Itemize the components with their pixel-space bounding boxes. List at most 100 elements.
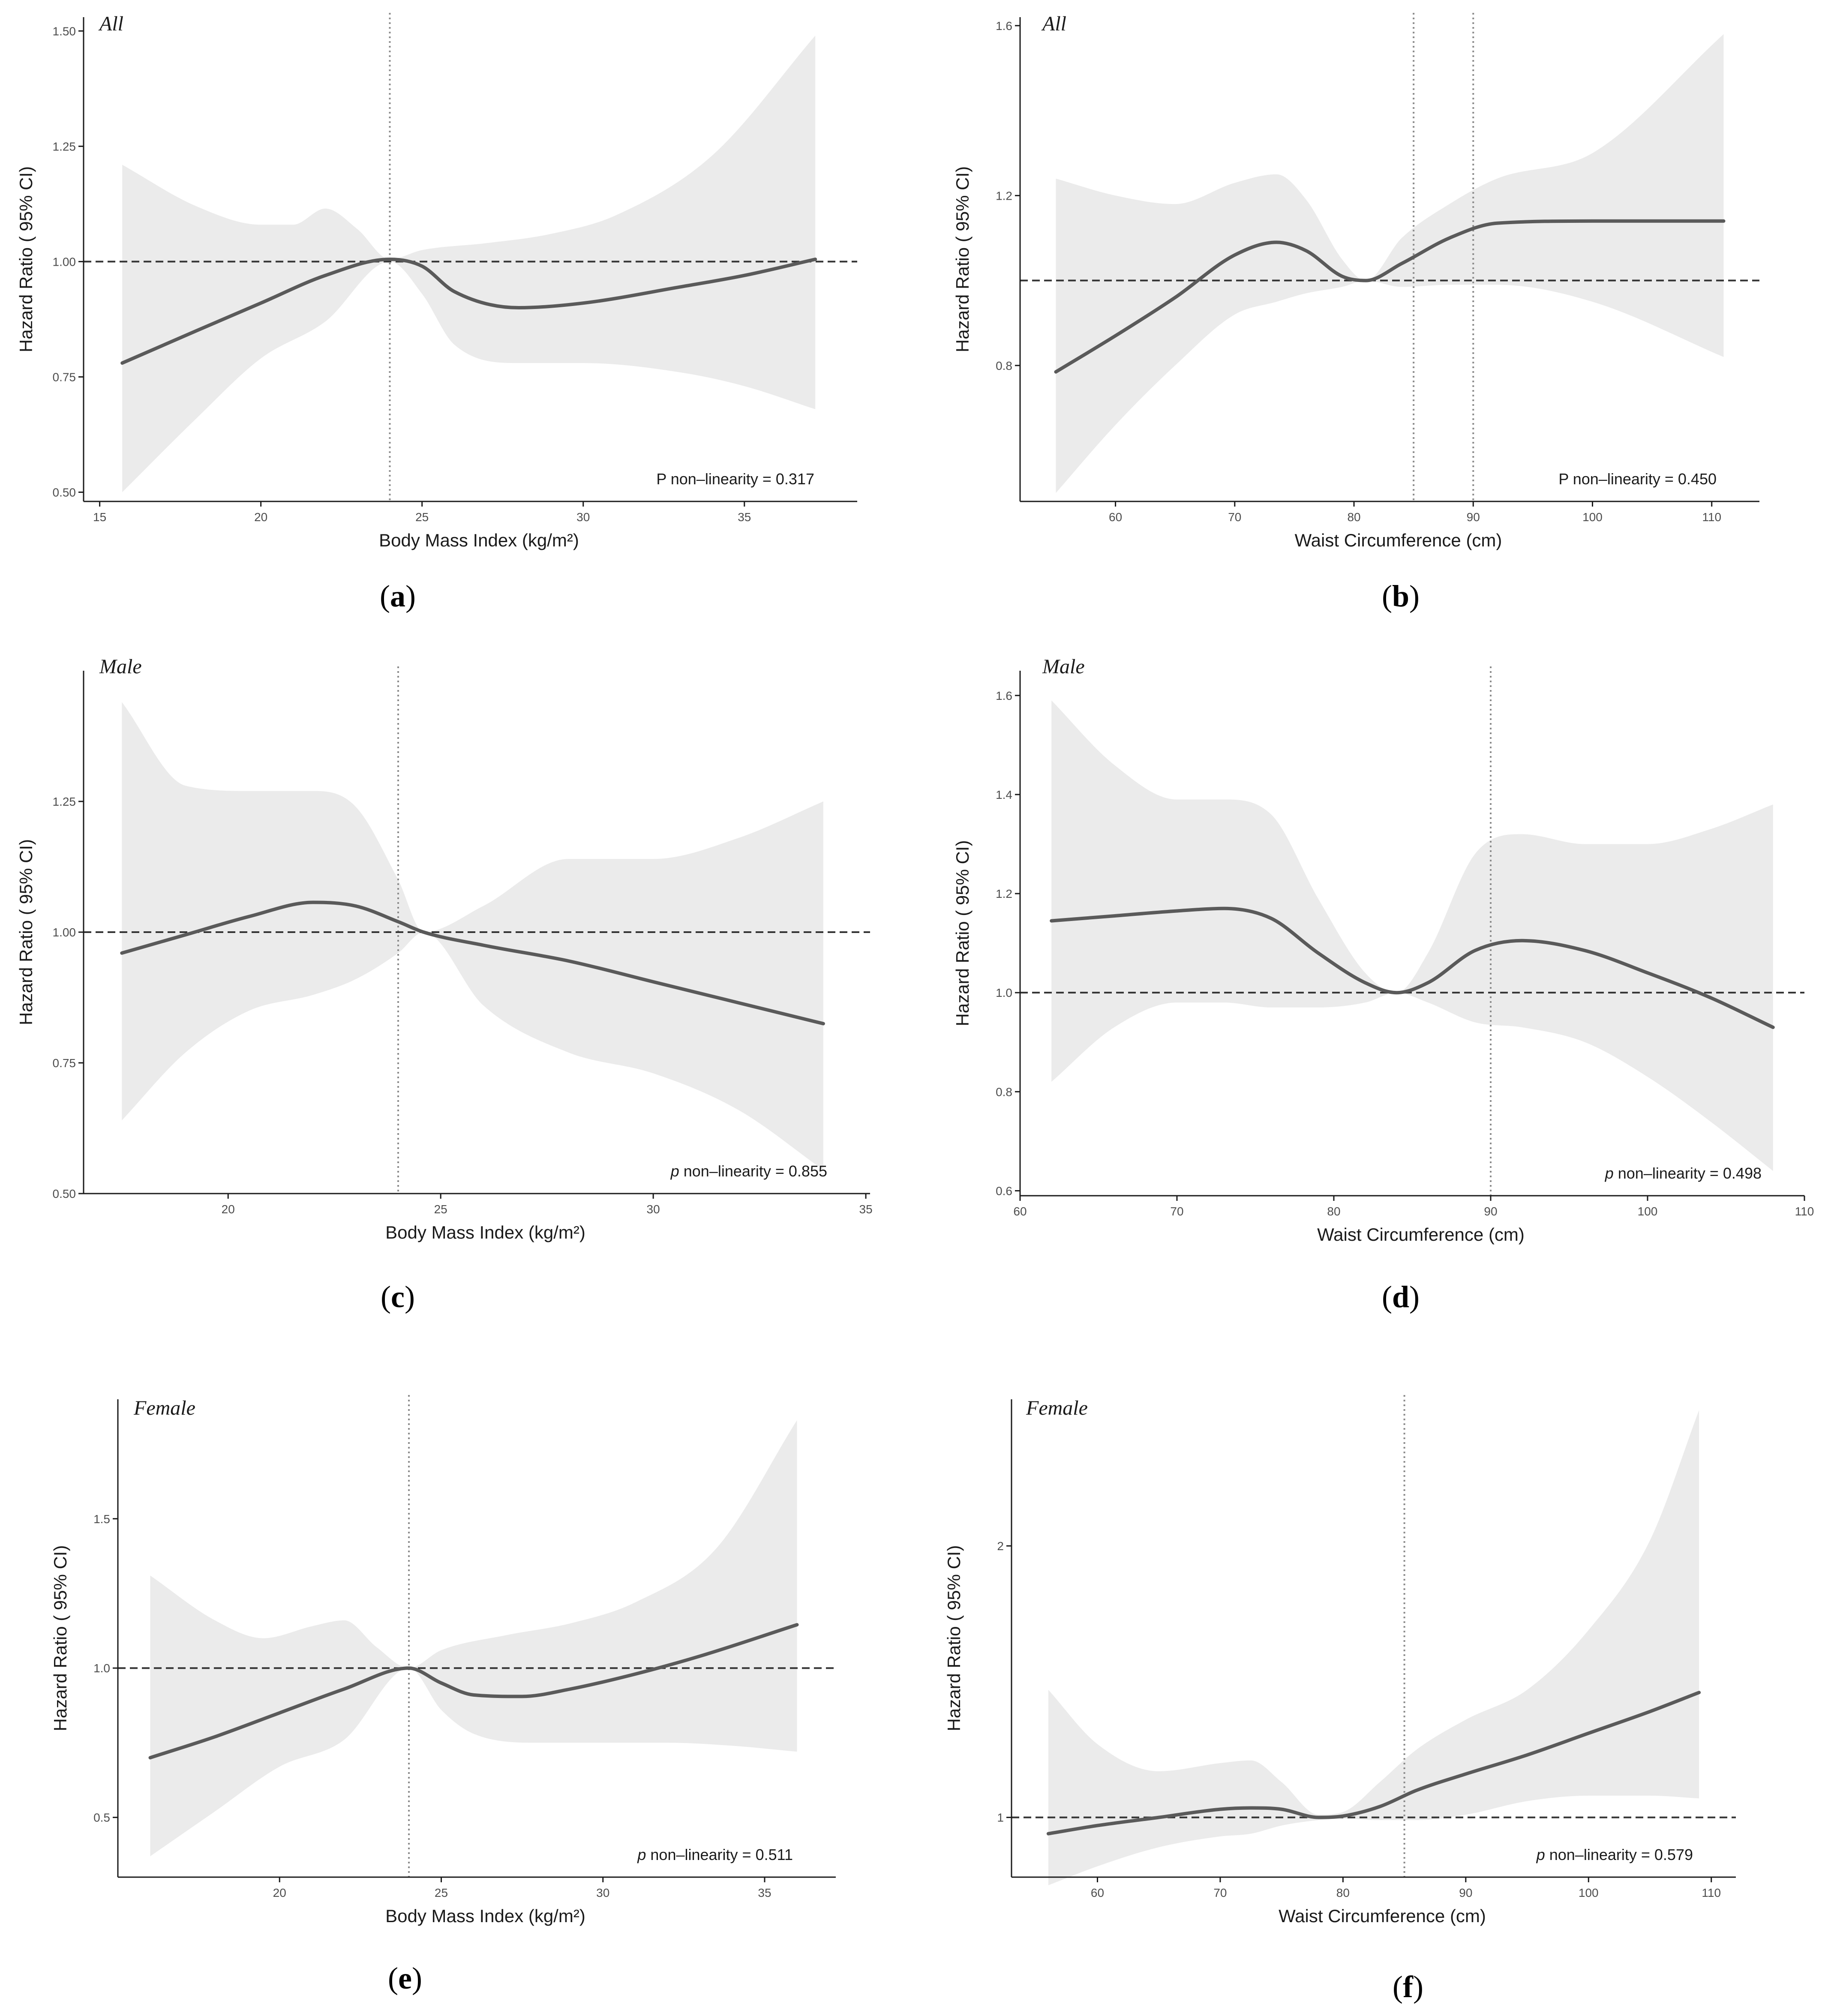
p-prefix: p	[1536, 1846, 1545, 1863]
caption-open-paren: (	[1382, 579, 1392, 613]
caption-open-paren: (	[388, 1961, 398, 1995]
x-tick-label: 30	[647, 1203, 660, 1216]
caption-close-paren: )	[412, 1961, 422, 1995]
x-tick-label: 70	[1170, 1205, 1183, 1218]
p-nonlinearity: P non–linearity = 0.450	[1558, 470, 1717, 488]
x-tick-label: 80	[1347, 510, 1360, 524]
x-axis-title: Body Mass Index (kg/m²)	[385, 1906, 585, 1926]
p-prefix: p	[670, 1162, 679, 1180]
x-tick-label: 100	[1579, 1886, 1599, 1899]
x-tick-label: 80	[1327, 1205, 1340, 1218]
x-tick-label: 70	[1213, 1886, 1227, 1899]
caption-letter: e	[398, 1961, 412, 1995]
panel-caption: (e)	[388, 1961, 422, 1995]
x-tick-label: 20	[222, 1203, 235, 1216]
x-tick-label: 20	[254, 510, 267, 524]
ci-band	[122, 702, 823, 1170]
caption-letter: b	[1392, 579, 1409, 613]
caption-close-paren: )	[405, 1280, 415, 1314]
x-tick-label: 35	[859, 1203, 873, 1216]
y-tick-label: 1.00	[53, 255, 76, 268]
ci-band	[1051, 700, 1773, 1171]
p-value-text: non–linearity = 0.498	[1614, 1164, 1762, 1182]
y-tick-label: 2	[997, 1539, 1004, 1553]
x-tick-label: 70	[1228, 510, 1241, 524]
panel-caption: (a)	[380, 579, 416, 613]
hazard-ratio-line	[1054, 219, 1726, 374]
x-tick-label: 35	[758, 1886, 771, 1899]
hazard-ratio-line	[120, 900, 825, 1026]
y-tick-label: 1.0	[996, 986, 1012, 999]
ci-band	[150, 1420, 797, 1857]
x-tick-label: 100	[1638, 1205, 1658, 1218]
x-tick-label: 20	[273, 1886, 286, 1899]
y-tick-label: 0.8	[996, 1085, 1012, 1098]
y-tick-label: 1.2	[996, 189, 1012, 202]
x-tick-label: 60	[1013, 1205, 1027, 1218]
caption-open-paren: (	[1393, 1970, 1403, 2004]
caption-open-paren: (	[381, 1280, 391, 1314]
x-tick-label: 25	[415, 510, 429, 524]
p-prefix: P	[656, 470, 666, 488]
p-prefix: p	[1605, 1164, 1614, 1182]
x-tick-label: 25	[435, 1886, 448, 1899]
p-value-text: non–linearity = 0.450	[1569, 470, 1717, 488]
caption-close-paren: )	[405, 579, 416, 613]
hazard-ratio-line	[1046, 1691, 1701, 1836]
group-title: Female	[1026, 1397, 1088, 1419]
y-tick-label: 1.2	[996, 887, 1012, 900]
y-tick-label: 1.4	[996, 788, 1012, 801]
caption-letter: d	[1392, 1280, 1409, 1314]
x-axis-title: Waist Circumference (cm)	[1279, 1906, 1486, 1926]
chart-panel-b: 60 70 80 90 100 110 0.8 1.2 1.6 Waist Circumferen…	[952, 12, 1759, 613]
p-nonlinearity: P non–linearity = 0.317	[656, 470, 814, 488]
p-prefix: P	[1558, 470, 1568, 488]
y-axis-title: Hazard Ratio ( 95% CI)	[16, 839, 36, 1025]
p-value-text: non–linearity = 0.317	[666, 470, 814, 488]
x-tick-label: 110	[1795, 1205, 1814, 1218]
panel-caption: (b)	[1382, 579, 1420, 613]
y-tick-label: 0.75	[53, 370, 76, 384]
p-nonlinearity: p non–linearity = 0.579	[1536, 1846, 1693, 1863]
x-tick-label: 30	[576, 510, 590, 524]
group-title: Female	[133, 1397, 195, 1419]
hazard-ratio-line	[120, 257, 817, 365]
x-tick-label: 30	[596, 1886, 609, 1899]
y-axis-title: Hazard Ratio ( 95% CI)	[50, 1545, 70, 1731]
chart-panel-a: 15 20 25 30 35 0.50 0.75 1.00 1.25 1.50 Body Mass …	[16, 12, 857, 613]
y-tick-label: 1.25	[53, 140, 76, 153]
caption-open-paren: (	[1382, 1280, 1392, 1314]
y-axis-title: Hazard Ratio ( 95% CI)	[952, 840, 973, 1026]
y-tick-label: 0.50	[53, 1187, 76, 1200]
ci-band	[122, 36, 816, 492]
y-tick-label: 1	[997, 1811, 1004, 1824]
x-tick-label: 60	[1091, 1886, 1104, 1899]
x-tick-label: 90	[1459, 1886, 1472, 1899]
x-tick-label: 110	[1702, 1886, 1721, 1899]
x-axis-title: Body Mass Index (kg/m²)	[379, 530, 579, 550]
y-axis-title: Hazard Ratio ( 95% CI)	[944, 1545, 964, 1731]
p-nonlinearity: p non–linearity = 0.498	[1605, 1164, 1762, 1182]
chart-panel-f: 60 70 80 90 100 110 1 2 Waist Circumference (cm)…	[944, 1395, 1736, 2004]
y-tick-label: 1.50	[53, 24, 76, 38]
caption-close-paren: )	[1413, 1970, 1423, 2004]
hazard-ratio-line	[148, 1623, 799, 1760]
x-axis-title: Body Mass Index (kg/m²)	[385, 1222, 585, 1242]
x-tick-label: 60	[1109, 510, 1122, 524]
y-tick-label: 0.75	[53, 1056, 76, 1070]
y-axis-title: Hazard Ratio ( 95% CI)	[952, 166, 973, 352]
p-nonlinearity: p non–linearity = 0.511	[637, 1846, 793, 1863]
p-prefix: p	[637, 1846, 646, 1863]
group-title: Male	[99, 655, 142, 678]
x-tick-label: 25	[434, 1203, 447, 1216]
chart-panel-e: 20 25 30 35 0.5 1.0 1.5 Body Mass Index (kg/m²)…	[50, 1395, 836, 1995]
hazard-ratio-line	[1050, 906, 1775, 1029]
y-tick-label: 1.0	[93, 1662, 110, 1675]
x-axis-title: Waist Circumference (cm)	[1317, 1224, 1525, 1245]
panel-caption: (d)	[1382, 1280, 1420, 1314]
y-tick-label: 0.50	[53, 486, 76, 499]
panel-caption: (f)	[1393, 1970, 1423, 2004]
x-tick-label: 110	[1702, 510, 1721, 524]
p-value-text: non–linearity = 0.855	[679, 1162, 827, 1180]
